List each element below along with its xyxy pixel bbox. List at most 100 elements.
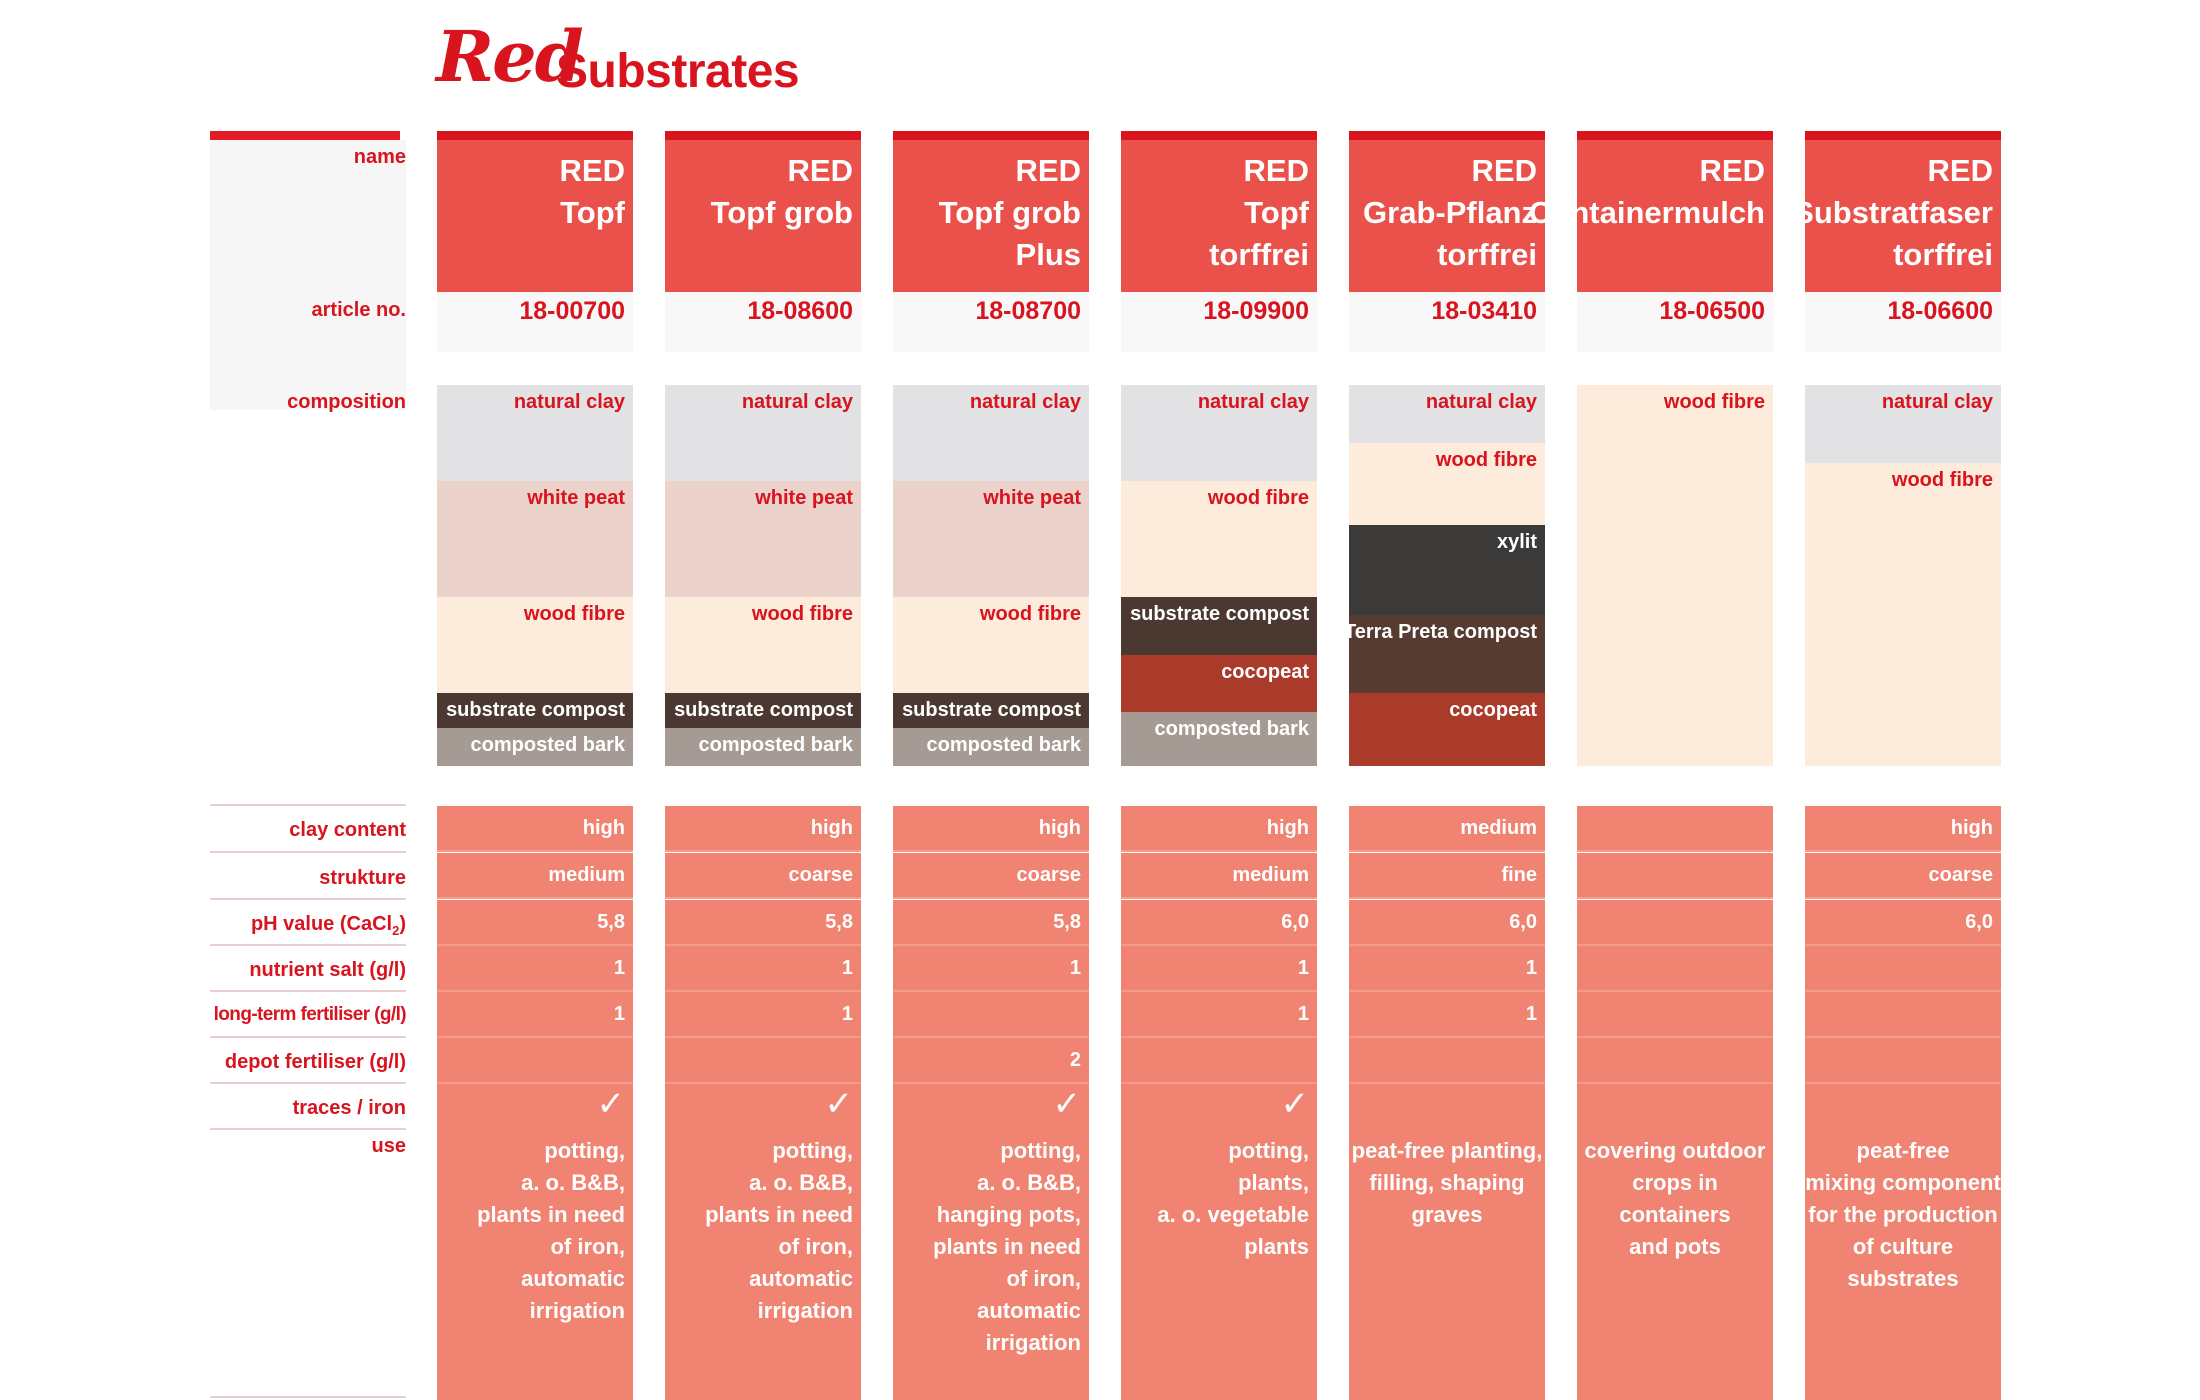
row-label-name: name bbox=[353, 146, 406, 168]
product-name: RED Containermulch bbox=[1529, 150, 1765, 234]
use-line: plants in need bbox=[933, 1234, 1081, 1259]
article-cell bbox=[1577, 292, 1773, 352]
composition-layer-label: cocopeat bbox=[1221, 661, 1309, 683]
use-cell: potting, a. o. B&B, plants in need of iron,… bbox=[665, 1127, 861, 1400]
property-cell-longterm bbox=[1577, 992, 1773, 1036]
composition-layer-label: wood fibre bbox=[751, 603, 853, 625]
property-divider bbox=[1577, 897, 1773, 899]
product-name-line: Grab-Pflanz bbox=[1363, 195, 1537, 230]
use-line: potting, bbox=[772, 1138, 853, 1163]
property-divider bbox=[665, 1036, 861, 1038]
use-cell: potting, a. o. B&B, hanging pots, plants in… bbox=[893, 1127, 1089, 1400]
product-name-header: RED Topf torffrei bbox=[1121, 140, 1317, 292]
row-label-structure: strukture bbox=[319, 867, 406, 889]
composition-layer: wood fibre bbox=[1349, 443, 1545, 525]
product-name-line: Topf bbox=[1244, 195, 1309, 230]
use-line: crops in containers bbox=[1619, 1170, 1731, 1227]
property-cell-structure bbox=[1577, 853, 1773, 897]
property-divider bbox=[437, 990, 633, 992]
property-value-ph: 6,0 bbox=[1509, 911, 1537, 933]
header-top-bar bbox=[1805, 131, 2001, 140]
row-label-composition: composition bbox=[287, 391, 406, 413]
property-divider bbox=[893, 897, 1089, 899]
property-value-clay: high bbox=[810, 817, 853, 839]
property-cell-structure: coarse bbox=[1805, 853, 2001, 897]
product-name-header: RED Topf bbox=[437, 140, 633, 292]
product-name-header: RED Containermulch bbox=[1529, 140, 1773, 292]
use-line: plants, bbox=[1238, 1170, 1309, 1195]
product-name: RED Topf grob bbox=[711, 150, 853, 234]
article-number: 18-03410 bbox=[1431, 297, 1537, 325]
use-line: a. o. B&B, bbox=[749, 1170, 853, 1195]
property-value-ph: 6,0 bbox=[1965, 911, 1993, 933]
row-separator bbox=[210, 851, 406, 853]
article-number: 18-00700 bbox=[519, 297, 625, 325]
use-line: of iron, bbox=[1006, 1266, 1081, 1291]
use-line: automatic irrigation bbox=[521, 1266, 625, 1323]
article-number: 18-06500 bbox=[1659, 297, 1765, 325]
property-value-clay: medium bbox=[1460, 817, 1537, 839]
property-value-longterm: 1 bbox=[613, 1003, 625, 1025]
property-value-clay: high bbox=[582, 817, 625, 839]
use-line: substrates bbox=[1847, 1266, 1959, 1291]
property-value-nutrient: 1 bbox=[613, 957, 625, 979]
property-cell-depot bbox=[437, 1038, 633, 1082]
property-cell-clay bbox=[1577, 806, 1773, 850]
product-column: RED Topf grob Plus 18-08700 natural clay whit… bbox=[893, 131, 1089, 1400]
property-value-nutrient: 1 bbox=[841, 957, 853, 979]
composition-layer-label: composted bark bbox=[926, 734, 1081, 756]
use-line: a. o. B&B, bbox=[521, 1170, 625, 1195]
composition-layer-label: natural clay bbox=[969, 391, 1081, 413]
product-name: RED Topf bbox=[560, 150, 625, 234]
header-top-bar bbox=[1349, 131, 1545, 140]
composition-layer: composted bark bbox=[437, 728, 633, 766]
property-value-nutrient: 1 bbox=[1069, 957, 1081, 979]
label-column-top-bar bbox=[210, 131, 400, 140]
row-label-depot: depot fertiliser (g/l) bbox=[224, 1051, 406, 1073]
property-cell-longterm: 1 bbox=[1349, 992, 1545, 1036]
composition-layer-label: natural clay bbox=[741, 391, 853, 413]
use-line: covering outdoor bbox=[1584, 1138, 1766, 1163]
property-divider bbox=[1349, 1036, 1545, 1038]
property-divider bbox=[437, 1036, 633, 1038]
property-divider bbox=[1577, 990, 1773, 992]
use-line: a. o. B&B, bbox=[977, 1170, 1081, 1195]
property-cell-traces bbox=[1349, 1084, 1545, 1128]
use-line: mixing component bbox=[1805, 1170, 2001, 1195]
composition-layer: composted bark bbox=[665, 728, 861, 766]
property-divider bbox=[1121, 990, 1317, 992]
property-divider bbox=[1349, 990, 1545, 992]
row-label-nutrient: nutrient salt (g/l) bbox=[249, 959, 406, 981]
composition-layer-label: wood fibre bbox=[1663, 391, 1765, 413]
composition-layer: wood fibre bbox=[1121, 481, 1317, 597]
composition-layer-label: white peat bbox=[755, 487, 853, 509]
row-separator bbox=[210, 898, 406, 900]
use-text: peat-free planting, filling, shaping grave… bbox=[1349, 1135, 1545, 1231]
use-line: plants in need bbox=[477, 1202, 625, 1227]
use-line: of iron, bbox=[778, 1234, 853, 1259]
property-divider bbox=[1577, 1082, 1773, 1084]
header-top-bar bbox=[665, 131, 861, 140]
property-cell-clay: medium bbox=[1349, 806, 1545, 850]
property-value-traces: ✓ bbox=[1052, 1085, 1082, 1123]
product-name-header: RED Grab-Pflanz torffrei bbox=[1349, 140, 1545, 292]
property-divider bbox=[1121, 944, 1317, 946]
composition-layer-label: xylit bbox=[1496, 531, 1537, 553]
use-line: a. o. vegetable bbox=[1157, 1202, 1309, 1227]
composition-layer-label: composted bark bbox=[698, 734, 853, 756]
header-top-bar bbox=[1577, 131, 1773, 140]
property-divider bbox=[1121, 850, 1317, 852]
composition-layer: wood fibre bbox=[437, 597, 633, 693]
use-line: of iron, bbox=[550, 1234, 625, 1259]
use-line: peat-free bbox=[1856, 1138, 1950, 1163]
row-separator bbox=[210, 804, 406, 806]
use-line: automatic irrigation bbox=[977, 1298, 1081, 1355]
article-cell bbox=[1805, 292, 2001, 352]
property-cell-clay: high bbox=[893, 806, 1089, 850]
product-name-line: RED bbox=[1471, 153, 1537, 188]
header-top-bar bbox=[893, 131, 1089, 140]
composition-layer-label: natural clay bbox=[513, 391, 625, 413]
property-value-nutrient: 1 bbox=[1525, 957, 1537, 979]
composition-layer-label: wood fibre bbox=[1435, 449, 1537, 471]
composition-layer: natural clay bbox=[893, 385, 1089, 481]
